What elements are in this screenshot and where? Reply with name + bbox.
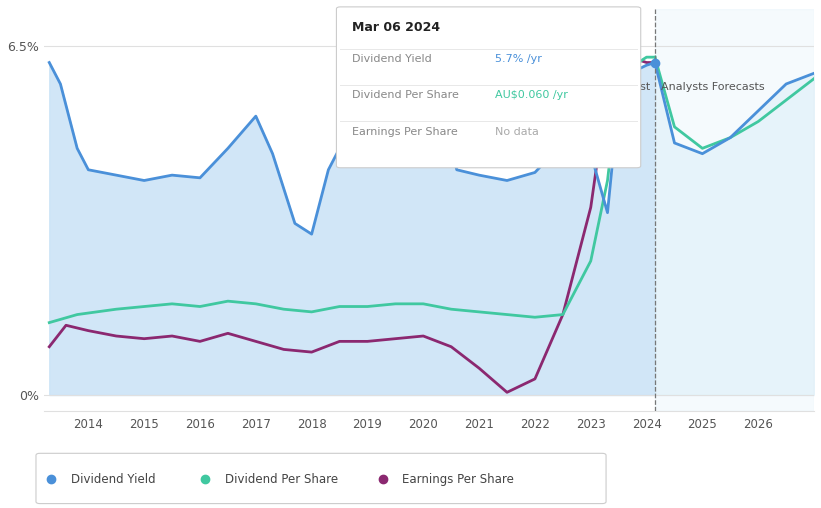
Text: 5.7% /yr: 5.7% /yr bbox=[494, 54, 541, 64]
Text: Earnings Per Share: Earnings Per Share bbox=[402, 473, 514, 486]
Text: No data: No data bbox=[494, 126, 539, 137]
Text: Earnings Per Share: Earnings Per Share bbox=[352, 126, 457, 137]
Text: Dividend Yield: Dividend Yield bbox=[352, 54, 432, 64]
FancyBboxPatch shape bbox=[337, 7, 640, 168]
Text: AU$0.060 /yr: AU$0.060 /yr bbox=[494, 90, 567, 101]
Text: Past: Past bbox=[628, 82, 652, 91]
Text: Dividend Per Share: Dividend Per Share bbox=[352, 90, 459, 101]
Text: Dividend Yield: Dividend Yield bbox=[71, 473, 155, 486]
Text: Mar 06 2024: Mar 06 2024 bbox=[352, 21, 440, 34]
Text: Dividend Per Share: Dividend Per Share bbox=[225, 473, 338, 486]
Bar bbox=[655, 9, 814, 411]
Text: Analysts Forecasts: Analysts Forecasts bbox=[661, 82, 764, 91]
FancyBboxPatch shape bbox=[36, 453, 606, 503]
